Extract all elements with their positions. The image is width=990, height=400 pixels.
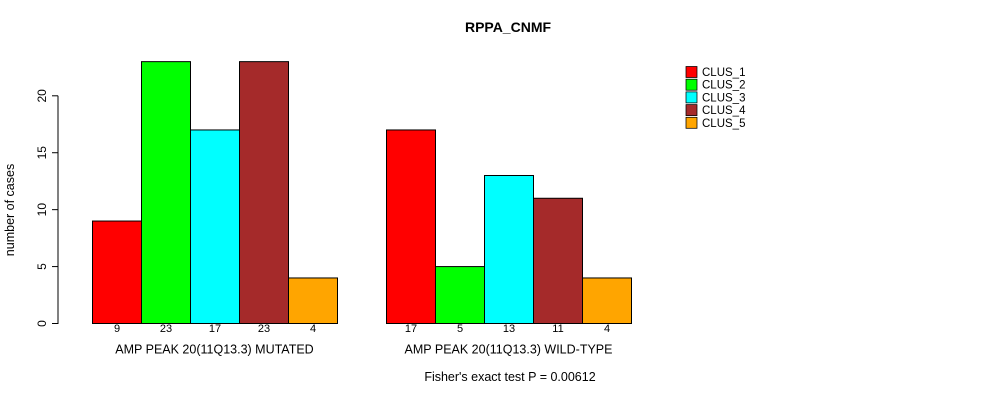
legend-swatch-CLUS_1 [685, 66, 698, 78]
legend-label-CLUS_3: CLUS_3 [702, 92, 745, 104]
bar-value-label: 5 [457, 323, 463, 335]
legend-label-CLUS_1: CLUS_1 [702, 67, 745, 79]
chart-title: RPPA_CNMF [465, 19, 552, 35]
legend-swatch-CLUS_4 [685, 104, 698, 116]
footer-annotation: Fisher's exact test P = 0.00612 [424, 370, 595, 384]
bar-value-label: 4 [310, 323, 316, 335]
legend-swatch-CLUS_5 [685, 116, 698, 129]
bar-value-label: 9 [114, 323, 120, 335]
legend-label-CLUS_5: CLUS_5 [702, 118, 745, 130]
legend-label-CLUS_2: CLUS_2 [702, 80, 745, 92]
bar-value-label: 13 [503, 323, 515, 335]
group-label-1: AMP PEAK 20(11Q13.3) MUTATED [115, 343, 313, 357]
bar-value-label: 17 [209, 323, 221, 335]
bar-CLUS_5-group-1 [288, 277, 338, 324]
y-tick-label: 10 [35, 203, 49, 217]
group-label-2: AMP PEAK 20(11Q13.3) WILD-TYPE [405, 343, 613, 357]
bar-CLUS_1-group-1 [92, 220, 142, 324]
bar-CLUS_5-group-2 [582, 277, 632, 324]
bar-CLUS_3-group-1 [190, 129, 240, 324]
bar-CLUS_3-group-2 [484, 174, 534, 324]
bar-value-label: 23 [160, 323, 172, 335]
bar-value-label: 4 [604, 323, 610, 335]
bar-value-label: 17 [405, 323, 417, 335]
y-axis-label: number of cases [3, 164, 17, 256]
bar-value-label: 23 [258, 323, 270, 335]
bar-CLUS_2-group-2 [435, 266, 485, 325]
legend-swatch-CLUS_2 [685, 78, 698, 91]
bar-CLUS_4-group-2 [533, 197, 583, 324]
legend-label-CLUS_4: CLUS_4 [702, 105, 746, 117]
bar-CLUS_4-group-1 [239, 61, 289, 325]
y-tick-label: 0 [35, 320, 49, 327]
plot-area: 0 5 10 15 20 9 23 17 23 4 AMP PEAK 20(11Q13.3) MUT… [35, 61, 632, 357]
bar-CLUS_2-group-1 [141, 61, 191, 325]
y-tick-label: 15 [35, 146, 49, 160]
y-tick-label: 20 [35, 89, 49, 103]
y-tick-label: 5 [35, 263, 49, 270]
bar-CLUS_1-group-2 [386, 129, 436, 324]
legend-swatch-CLUS_3 [685, 91, 698, 104]
bar-value-label: 11 [552, 323, 563, 335]
